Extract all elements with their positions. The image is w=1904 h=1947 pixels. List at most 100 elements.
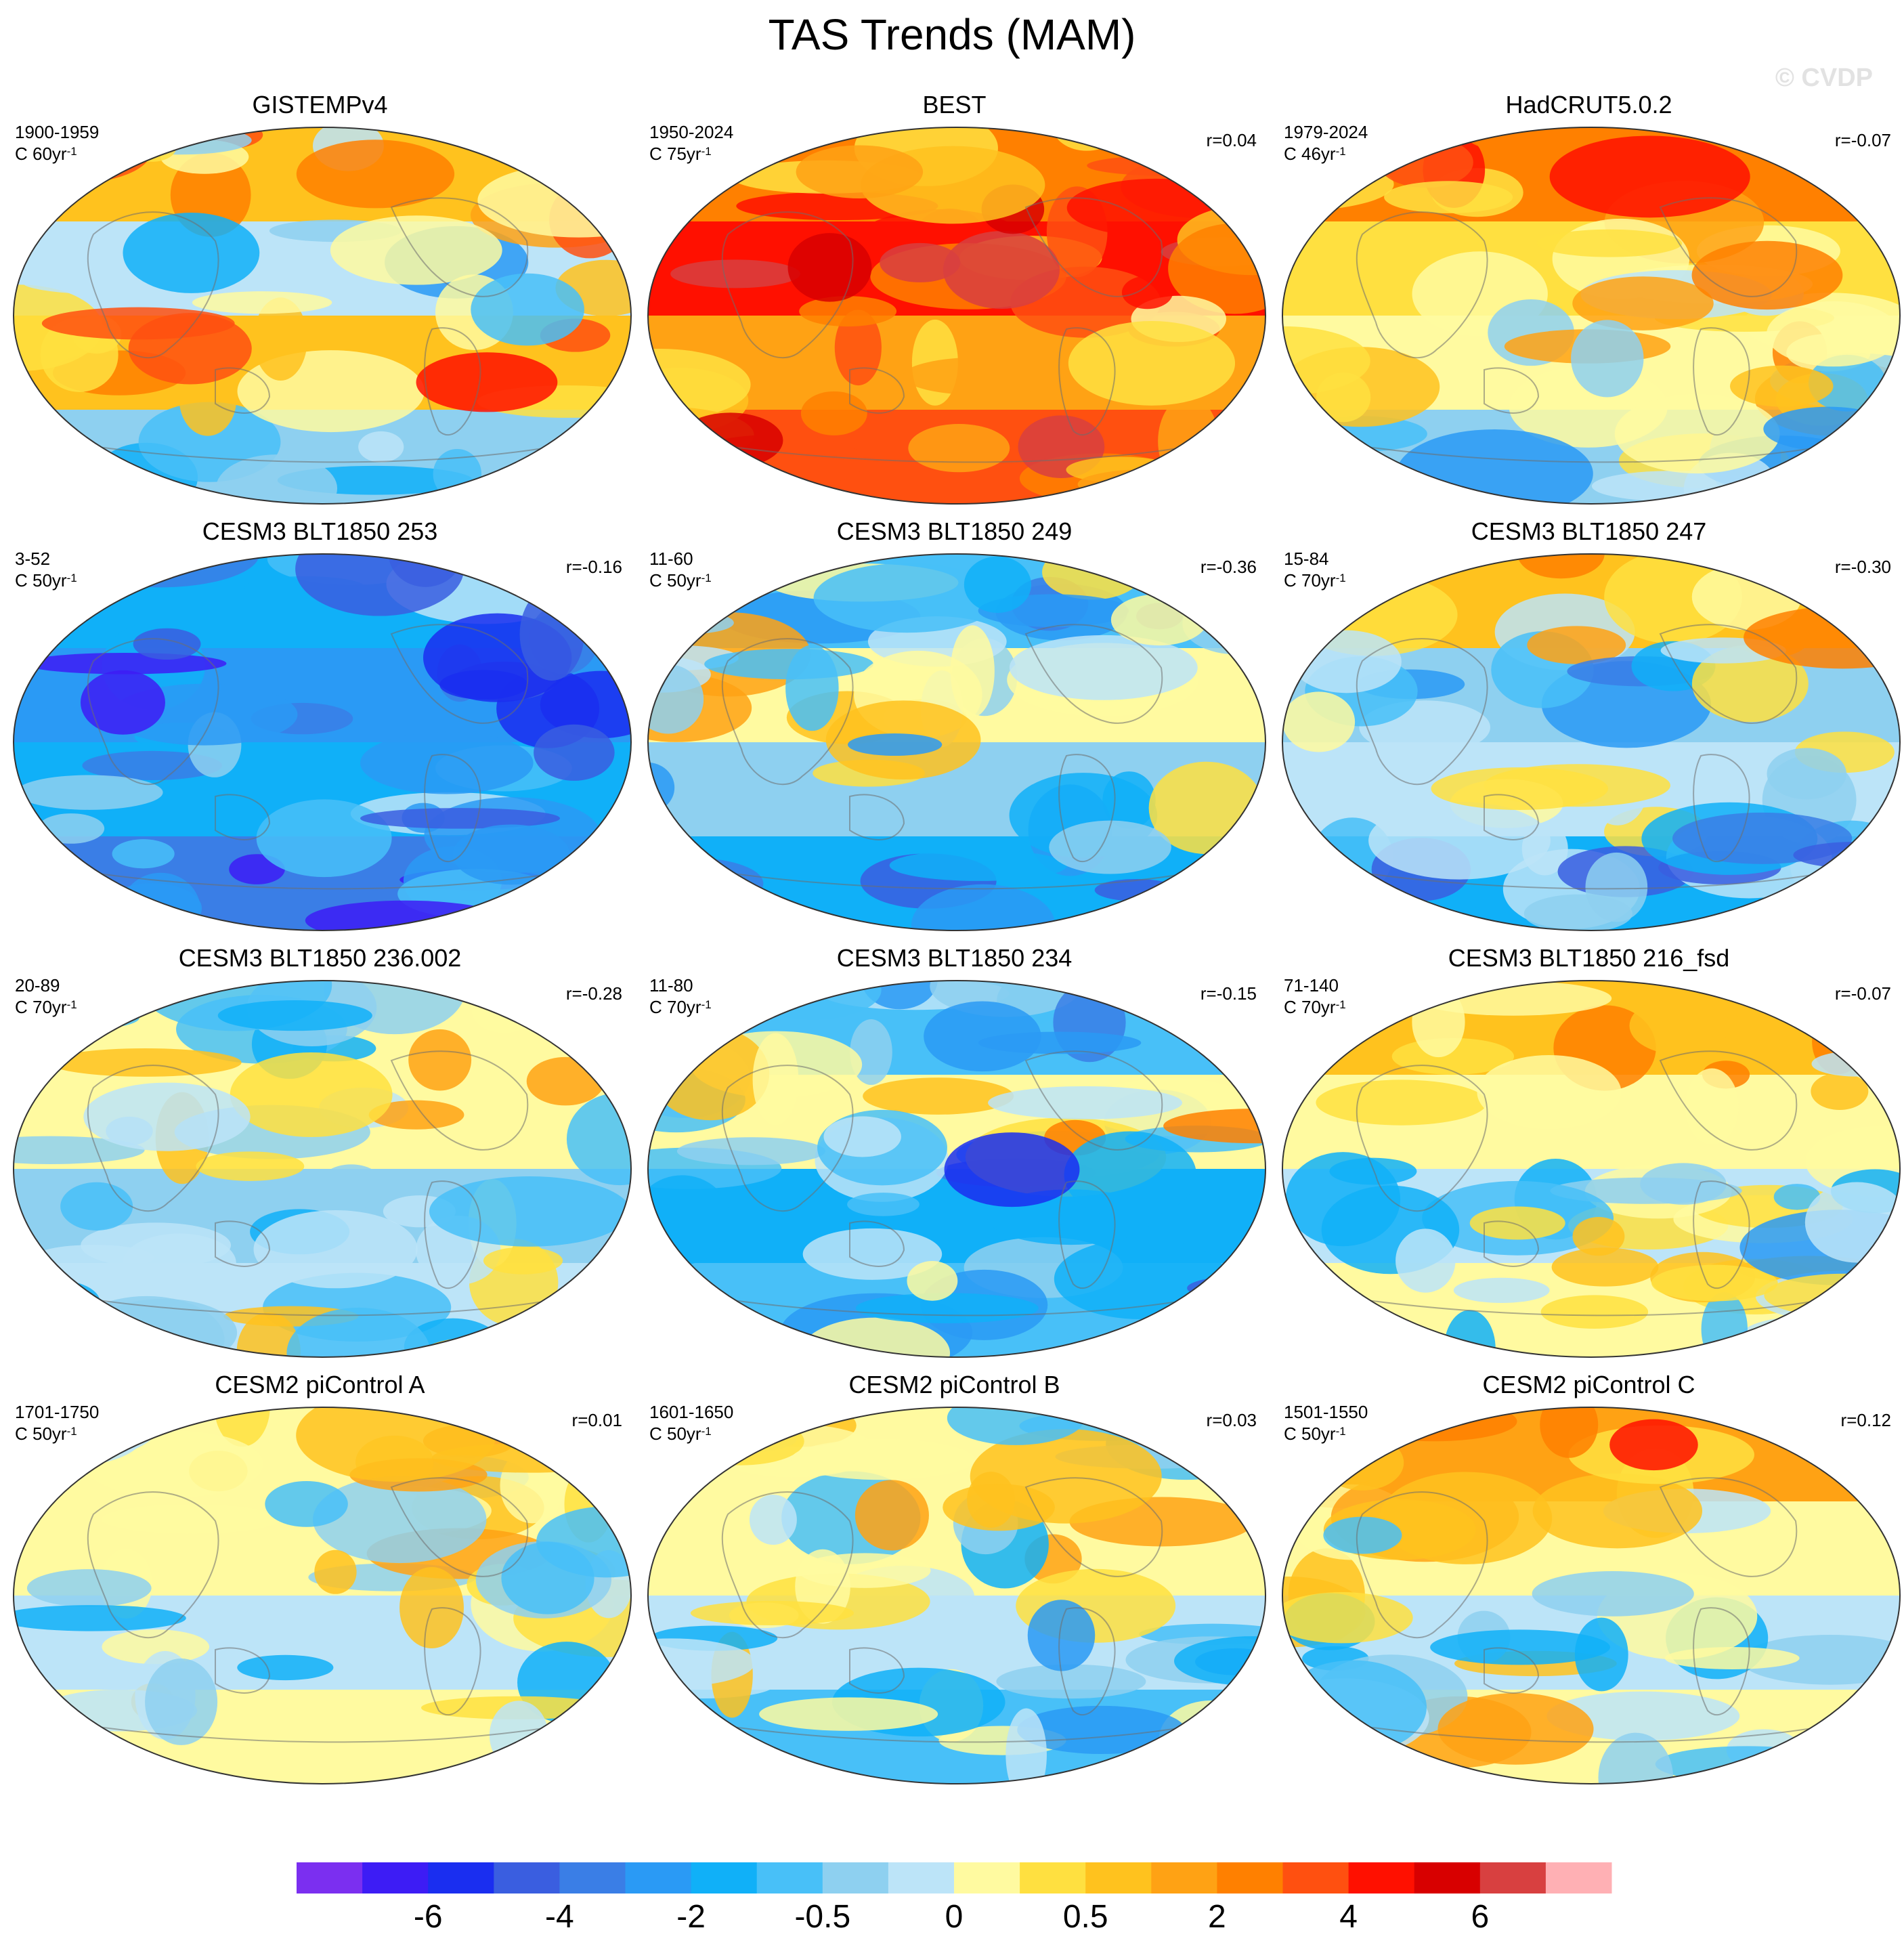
anomaly-region — [566, 1092, 631, 1186]
anomaly-region — [196, 1151, 305, 1181]
panel-units-exponent: -1 — [701, 1425, 712, 1438]
panel-correlation: r=-0.36 — [1200, 557, 1257, 577]
anomaly-region — [1532, 1570, 1694, 1617]
anomaly-region — [1767, 301, 1900, 367]
panel-correlation: r=-0.07 — [1834, 983, 1891, 1004]
colorbar-swatch — [1545, 1862, 1612, 1893]
panel-units: C 50yr-1 — [15, 570, 77, 591]
anomaly-region — [947, 1407, 1085, 1445]
anomaly-region — [1651, 1264, 1778, 1302]
map-border — [13, 553, 632, 931]
colorbar-swatch — [1151, 1862, 1217, 1893]
colorbar-tick-label: -0.5 — [794, 1899, 850, 1935]
anomaly-region — [1640, 1163, 1727, 1205]
colorbar-swatch — [1414, 1862, 1481, 1893]
anomaly-region — [1598, 1732, 1674, 1784]
anomaly-region — [785, 645, 839, 731]
anomaly-region — [1430, 1629, 1610, 1665]
trend-map — [13, 127, 632, 505]
panel-units: C 70yr-1 — [1284, 570, 1346, 591]
panel-units-exponent: -1 — [1335, 998, 1346, 1011]
trend-map — [1282, 553, 1901, 931]
map-border — [1282, 127, 1901, 505]
coastline — [1024, 1050, 1163, 1151]
anomaly-region — [501, 1541, 594, 1614]
panel-units-exponent: -1 — [66, 1425, 77, 1438]
coastline — [79, 1297, 568, 1317]
panel-period: 11-60 — [649, 549, 693, 569]
anomaly-region — [787, 233, 872, 302]
anomaly-region — [978, 1031, 1142, 1054]
coastline — [714, 444, 1203, 463]
anomaly-region — [16, 775, 163, 810]
panel-units-text: C 70yr — [1284, 997, 1336, 1017]
anomaly-region — [903, 357, 1064, 395]
map-border — [13, 1407, 632, 1784]
anomaly-region — [1549, 135, 1750, 218]
anomaly-region — [83, 1082, 251, 1151]
anomaly-region — [133, 628, 201, 660]
coastline — [215, 367, 271, 414]
anomaly-region — [1437, 1692, 1594, 1765]
panel-period: 11-80 — [649, 975, 693, 996]
anomaly-region — [314, 1549, 357, 1594]
trend-map — [1282, 127, 1901, 505]
colorbar-swatch — [888, 1862, 955, 1893]
panel-period: 71-140 — [1284, 975, 1339, 996]
anomaly-region — [1453, 1277, 1550, 1303]
panel-units: C 46yr-1 — [1284, 144, 1346, 165]
anomaly-region — [317, 1164, 385, 1210]
anomaly-region — [1546, 1691, 1740, 1741]
anomaly-region — [102, 1629, 210, 1665]
coastline — [390, 1477, 529, 1577]
anomaly-region — [1572, 1217, 1625, 1256]
anomaly-region — [534, 724, 615, 781]
map-border — [647, 1407, 1266, 1784]
panel-title: CESM2 piControl A — [215, 1371, 425, 1398]
anomaly-region — [1431, 767, 1608, 810]
anomaly-region — [1571, 320, 1644, 398]
coastline — [1024, 1477, 1163, 1577]
coastline — [714, 1297, 1203, 1317]
coastline — [1058, 1607, 1116, 1715]
coastline — [390, 624, 529, 724]
anomaly-region — [930, 981, 1081, 1017]
map-panel: CESM3 BLT1850 236.002 20-89 C 70yr-1 r=-0.2… — [3, 944, 637, 1379]
anomaly-region — [880, 242, 961, 282]
anomaly-region — [296, 140, 455, 209]
anomaly-region — [80, 670, 165, 735]
panel-units-exponent: -1 — [1335, 145, 1346, 158]
anomaly-region — [540, 670, 631, 739]
anomaly-region — [950, 625, 995, 717]
anomaly-region — [944, 1132, 1080, 1207]
anomaly-region — [964, 556, 1031, 613]
coastline — [849, 1647, 905, 1694]
coastline — [1693, 754, 1750, 862]
coastline — [87, 638, 219, 786]
anomaly-region — [416, 352, 558, 412]
anomaly-region — [305, 900, 506, 930]
anomaly-region — [145, 1659, 218, 1745]
panel-title: CESM3 BLT1850 247 — [1471, 517, 1707, 545]
anomaly-region — [648, 1638, 755, 1687]
coastline — [1693, 1180, 1750, 1289]
anomaly-region — [1316, 1079, 1487, 1126]
panel-units-text: C 70yr — [649, 997, 701, 1017]
anomaly-region — [1009, 635, 1198, 700]
coastline — [714, 870, 1203, 890]
panel-units-text: C 60yr — [15, 144, 67, 164]
colorbar-swatch — [625, 1862, 692, 1893]
anomaly-region — [429, 1176, 630, 1247]
anomaly-region — [854, 1480, 929, 1551]
coastline — [1356, 638, 1488, 786]
anomaly-region — [988, 1086, 1183, 1119]
anomaly-region — [256, 799, 392, 878]
colorbar-swatch — [1217, 1862, 1283, 1893]
panel-correlation: r=-0.07 — [1834, 130, 1891, 150]
colorbar-swatch — [297, 1862, 363, 1893]
anomaly-region — [1064, 1131, 1196, 1219]
colorbar-tick-label: 0 — [945, 1899, 964, 1935]
coastline — [215, 1220, 271, 1267]
map-panel: CESM3 BLT1850 249 11-60 C 50yr-1 r=-0.36 — [637, 517, 1272, 952]
anomaly-region — [1384, 181, 1513, 213]
